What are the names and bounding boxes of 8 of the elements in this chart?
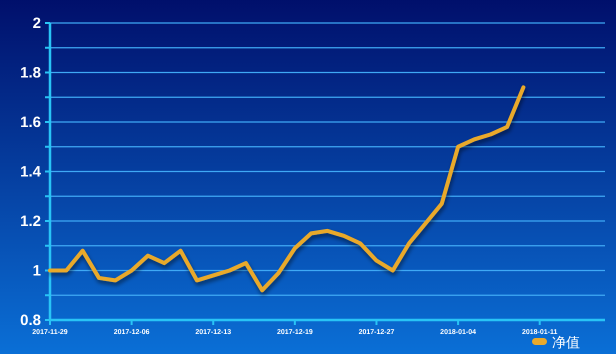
legend-label: 净值 [552,334,580,350]
y-tick-label: 1.8 [20,64,41,82]
y-tick-label: 1.2 [20,213,41,230]
y-tick-label: 2 [32,15,41,32]
y-tick-label: 1.6 [20,114,41,131]
y-tick-label: 1.4 [20,164,42,180]
y-tick-label: 0.8 [20,312,41,329]
y-tick-label: 1 [32,262,41,280]
